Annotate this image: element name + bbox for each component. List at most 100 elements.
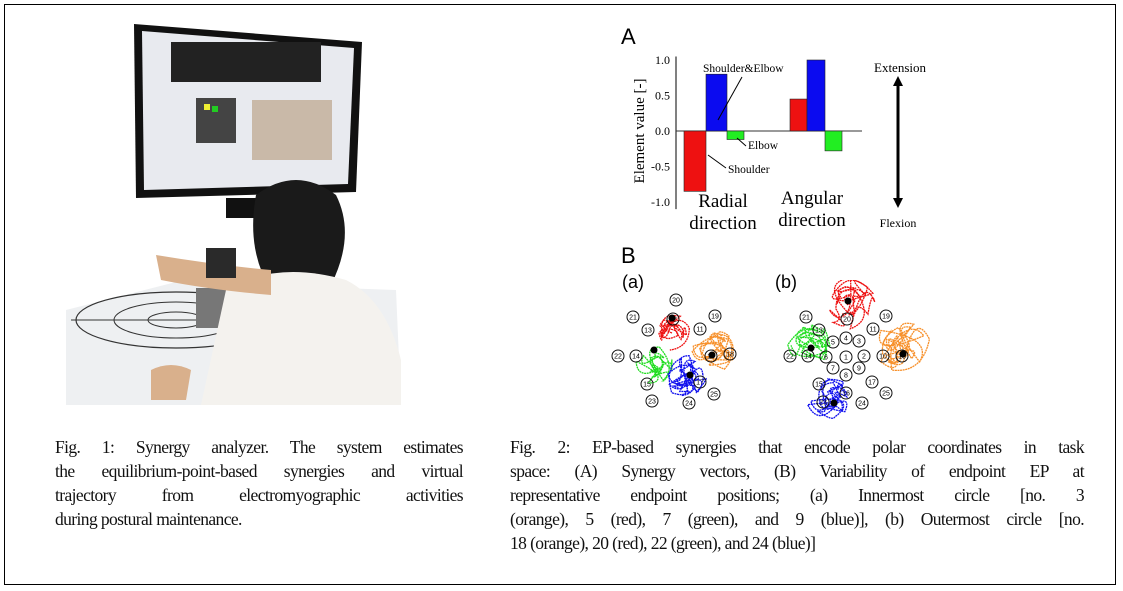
y-tick-label: 0.5 [655, 89, 670, 103]
target-circle [645, 394, 659, 408]
target-circle [852, 334, 866, 348]
target-number: 18 [726, 352, 734, 359]
target-number: 2 [862, 354, 866, 361]
target-circle [865, 375, 879, 389]
target-circle [857, 349, 871, 363]
target-marker: 23 [816, 395, 830, 409]
category-label: direction [689, 213, 757, 234]
trajectory [635, 346, 673, 384]
target-circle [783, 349, 797, 363]
mean-endpoint-dot [807, 344, 815, 352]
target-circle [879, 309, 893, 323]
target-number: 25 [882, 391, 890, 398]
trajectory [787, 324, 831, 361]
target-circle [839, 386, 853, 400]
category-label: direction [778, 210, 846, 231]
target-circle [723, 347, 737, 361]
target-marker: 15 [640, 377, 654, 391]
sub-panel-b-label: (b) [775, 272, 797, 292]
mean-endpoint-dot [668, 314, 676, 322]
caption-line: space: (A) Synergy vectors, (B) Variabil… [510, 461, 1085, 481]
target-circle [840, 312, 854, 326]
target-circle [826, 335, 840, 349]
target-number: 15 [643, 382, 651, 389]
mean-endpoint-dot [844, 297, 852, 305]
target-marker: 21 [799, 310, 813, 324]
annotation-elbow: Elbow [748, 140, 779, 152]
caption-line: the equilibrium-point-based synergies an… [55, 461, 464, 481]
target-marker: 8 [839, 368, 853, 382]
target-circle [707, 387, 721, 401]
target-number: 24 [685, 401, 693, 408]
target-marker: 19 [879, 309, 893, 323]
target-marker: 25 [707, 387, 721, 401]
category-label: Radial [698, 191, 748, 212]
target-number: 23 [648, 399, 656, 406]
target-number: 21 [802, 315, 810, 322]
target-marker: 16 [839, 386, 853, 400]
target-marker: 13 [641, 323, 655, 337]
arrow-head-up [893, 76, 903, 86]
target-circle [640, 377, 654, 391]
target-circle [626, 310, 640, 324]
panel-a-label: A [621, 24, 636, 49]
target-circle [812, 377, 826, 391]
target-number: 21 [629, 315, 637, 322]
target-marker: 7 [826, 361, 840, 375]
caption-line: trajectory from electromyographic activi… [55, 485, 464, 505]
target-marker: 22 [611, 349, 625, 363]
target-marker: 17 [693, 375, 707, 389]
sub-panel-a-label: (a) [622, 272, 644, 292]
annotation-shoulder: Shoulder [728, 164, 770, 176]
mean-endpoint-dot [830, 399, 838, 407]
flexion-label: Flexion [880, 216, 917, 230]
target-marker: 6 [819, 350, 833, 364]
target-number: 19 [711, 314, 719, 321]
target-number: 5 [831, 340, 835, 347]
category-label: Angular [781, 188, 844, 209]
bar-shoulder-elbow [806, 59, 826, 132]
mean-endpoint-dot [650, 346, 658, 354]
target-circle [641, 323, 655, 337]
figure-frame [4, 4, 1116, 585]
target-marker: 2 [857, 349, 871, 363]
target-circle [801, 349, 815, 363]
target-number: 20 [672, 298, 680, 305]
target-circle [708, 309, 722, 323]
bar-shoulder-elbow [705, 73, 728, 132]
trajectory [878, 322, 931, 372]
target-number: 25 [710, 392, 718, 399]
target-circle [812, 323, 826, 337]
target-marker: 5 [826, 335, 840, 349]
target-number: 6 [824, 355, 828, 362]
bar-elbow [726, 130, 745, 140]
target-circle [826, 361, 840, 375]
target-number: 4 [844, 336, 848, 343]
target-marker: 22 [783, 349, 797, 363]
target-number: 14 [804, 354, 812, 361]
target-number: 3 [857, 339, 861, 346]
annotation-leader [736, 137, 747, 147]
target-circle [611, 349, 625, 363]
target-circle [852, 361, 866, 375]
target-marker: 1 [839, 350, 853, 364]
target-marker: 3 [852, 334, 866, 348]
target-marker: 9 [852, 361, 866, 375]
y-axis-label: Element value [-] [632, 79, 648, 184]
bar-shoulder [683, 130, 707, 192]
target-circle [895, 349, 909, 363]
bar-shoulder [789, 98, 808, 132]
mean-endpoint-dot [899, 350, 907, 358]
target-marker: 18 [723, 347, 737, 361]
target-marker: 21 [626, 310, 640, 324]
y-tick-label: -0.5 [651, 160, 670, 174]
target-circle [876, 349, 890, 363]
target-circle [839, 331, 853, 345]
target-number: 11 [869, 327, 876, 334]
target-number: 24 [858, 401, 866, 408]
target-marker: 11 [693, 322, 707, 336]
target-marker: 20 [840, 312, 854, 326]
caption-line: 18 (orange), 20 (red), 22 (green), and 2… [510, 533, 816, 553]
target-circle [666, 312, 680, 326]
mean-endpoint-dot [708, 351, 716, 359]
